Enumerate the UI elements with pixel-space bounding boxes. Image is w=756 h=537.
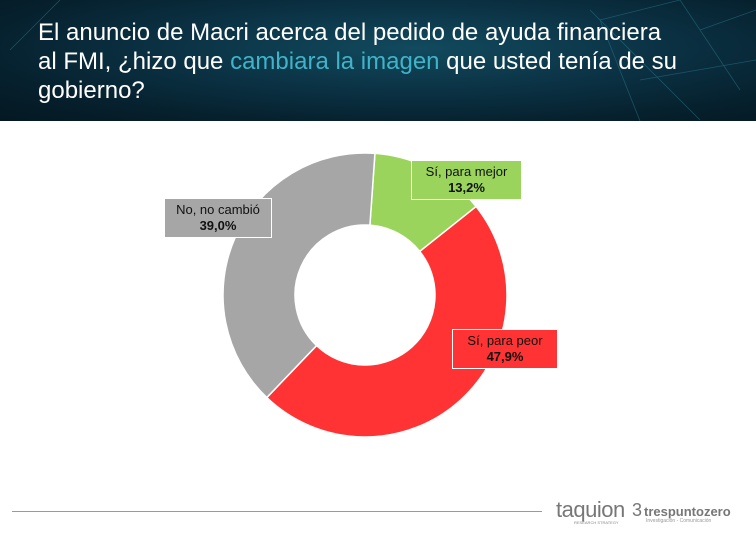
- title-highlight: cambiara la imagen: [230, 48, 440, 75]
- network-lines-decoration: [9, 0, 756, 121]
- data-label-worse: Sí, para peor 47,9%: [452, 329, 558, 369]
- taquion-logo: taquion RESEARCH STRATEGY: [556, 497, 625, 525]
- footer-divider: [12, 511, 542, 512]
- donut-slice: [222, 152, 376, 399]
- donut-slice: [265, 205, 508, 438]
- donut-chart: [222, 152, 508, 438]
- title-text: El anuncio de Macri acerca del pedido de…: [38, 19, 662, 75]
- data-label-unchanged: No, no cambió 39,0%: [164, 198, 272, 238]
- data-label-better: Sí, para mejor 13,2%: [411, 160, 522, 200]
- header-banner: El anuncio de Macri acerca del pedido de…: [0, 0, 756, 121]
- title-text-end: que usted tenía de su gobierno?: [38, 48, 678, 104]
- trespuntozero-logo: 3 trespuntozero Investigación - Comunicaci…: [632, 500, 731, 524]
- page-title: El anuncio de Macri acerca del pedido de…: [38, 18, 678, 105]
